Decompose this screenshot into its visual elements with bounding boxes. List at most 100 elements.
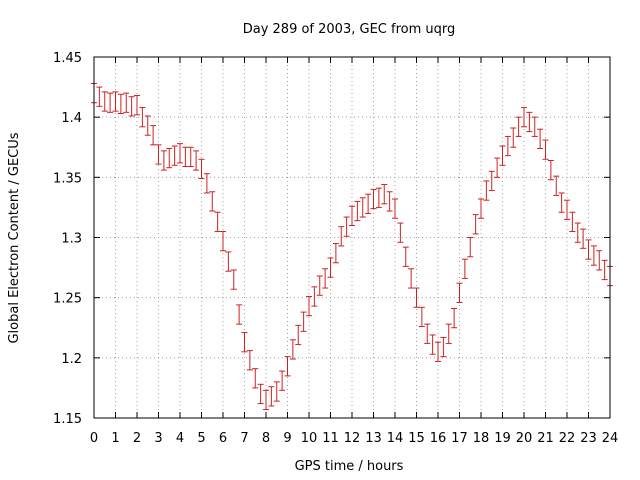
data-point: [193, 150, 200, 171]
x-tick-label: 14: [387, 431, 404, 446]
data-point: [601, 259, 608, 281]
x-tick-label: 1: [111, 431, 119, 446]
data-point: [273, 381, 280, 402]
data-point: [461, 258, 468, 279]
data-point: [187, 146, 194, 168]
data-point: [521, 107, 527, 128]
y-tick-label: 1.2: [61, 352, 82, 367]
data-point: [220, 230, 226, 252]
data-point: [515, 116, 522, 137]
data-point: [542, 139, 549, 160]
data-point: [182, 146, 189, 168]
x-tick-labels: 0 1 2 3 4 5 6 7 8 9 10 11 12 13 14 15 16 17 18 19 20 21 22 23 24: [90, 431, 618, 446]
grid-lines: [94, 57, 610, 418]
x-tick-label: 9: [283, 431, 291, 446]
data-point: [144, 115, 151, 136]
data-point: [499, 145, 506, 166]
data-point: [483, 180, 490, 201]
y-tick-label: 1.45: [53, 51, 82, 66]
data-point: [171, 145, 178, 166]
data-point: [413, 287, 420, 308]
plot-frame: [93, 56, 611, 419]
data-point: [214, 211, 221, 232]
x-tick-label: 11: [322, 431, 339, 446]
data-point: [252, 368, 259, 389]
x-tick-label: 7: [240, 431, 248, 446]
data-point: [569, 211, 576, 232]
x-tick-label: 13: [365, 431, 382, 446]
data-point: [504, 135, 511, 157]
data-point: [198, 158, 205, 180]
data-point: [295, 324, 302, 346]
data-point: [408, 268, 415, 289]
y-tick-label: 1.3: [61, 232, 82, 247]
data-point: [365, 193, 372, 214]
data-point: [585, 239, 592, 260]
x-tick-label: 21: [537, 431, 554, 446]
data-point: [203, 173, 210, 194]
data-point: [451, 307, 458, 329]
data-point: [96, 86, 103, 107]
data-point: [209, 191, 216, 212]
x-tick-label: 17: [451, 431, 468, 446]
chart-title: Day 289 of 2003, GEC from uqrg: [243, 22, 456, 37]
data-point: [456, 282, 463, 303]
data-point: [112, 91, 119, 112]
x-tick-label: 18: [473, 431, 490, 446]
data-point: [574, 222, 581, 243]
data-point: [117, 93, 124, 115]
data-point: [590, 245, 597, 266]
data-point: [370, 188, 377, 210]
y-tick-label: 1.15: [53, 412, 82, 427]
data-point: [316, 275, 323, 296]
x-tick-label: 20: [516, 431, 533, 446]
data-point: [418, 306, 425, 328]
data-point: [467, 237, 474, 258]
x-tick-label: 6: [219, 431, 227, 446]
data-point: [230, 269, 237, 290]
data-point: [155, 144, 162, 165]
y-tick-label: 1.35: [53, 171, 82, 186]
data-point: [327, 257, 334, 278]
x-tick-label: 5: [197, 431, 205, 446]
data-point: [128, 96, 135, 117]
data-point: [488, 170, 495, 192]
data-point: [531, 116, 538, 137]
data-point: [166, 147, 173, 169]
data-point: [236, 304, 243, 325]
data-point: [397, 222, 404, 243]
data-point: [263, 389, 269, 411]
data-point: [241, 332, 248, 353]
data-point: [338, 226, 345, 247]
x-tick-label: 2: [133, 431, 141, 446]
data-point: [101, 91, 108, 112]
data-point: [225, 251, 232, 272]
data-point: [375, 187, 382, 208]
data-point: [279, 370, 286, 391]
x-axis-label: GPS time / hours: [295, 459, 404, 474]
data-point: [553, 175, 560, 196]
data-point: [386, 191, 393, 212]
data-point: [445, 323, 452, 344]
data-point: [472, 214, 479, 235]
x-tick-label: 3: [154, 431, 162, 446]
data-point: [177, 143, 183, 164]
data-point: [160, 150, 167, 171]
data-point: [537, 128, 544, 149]
data-point: [268, 386, 275, 407]
x-tick-label: 10: [301, 431, 318, 446]
data-point: [478, 198, 484, 219]
data-point: [322, 268, 329, 289]
y-tick-label: 1.25: [53, 292, 82, 307]
data-point: [564, 199, 570, 220]
data-point: [107, 92, 114, 113]
data-point: [150, 125, 157, 146]
x-tick-label: 19: [494, 431, 511, 446]
data-point: [547, 159, 554, 181]
data-point: [257, 383, 264, 405]
data-point: [392, 198, 398, 219]
data-point: [435, 341, 441, 362]
data-point: [306, 295, 312, 317]
data-point: [424, 323, 431, 344]
